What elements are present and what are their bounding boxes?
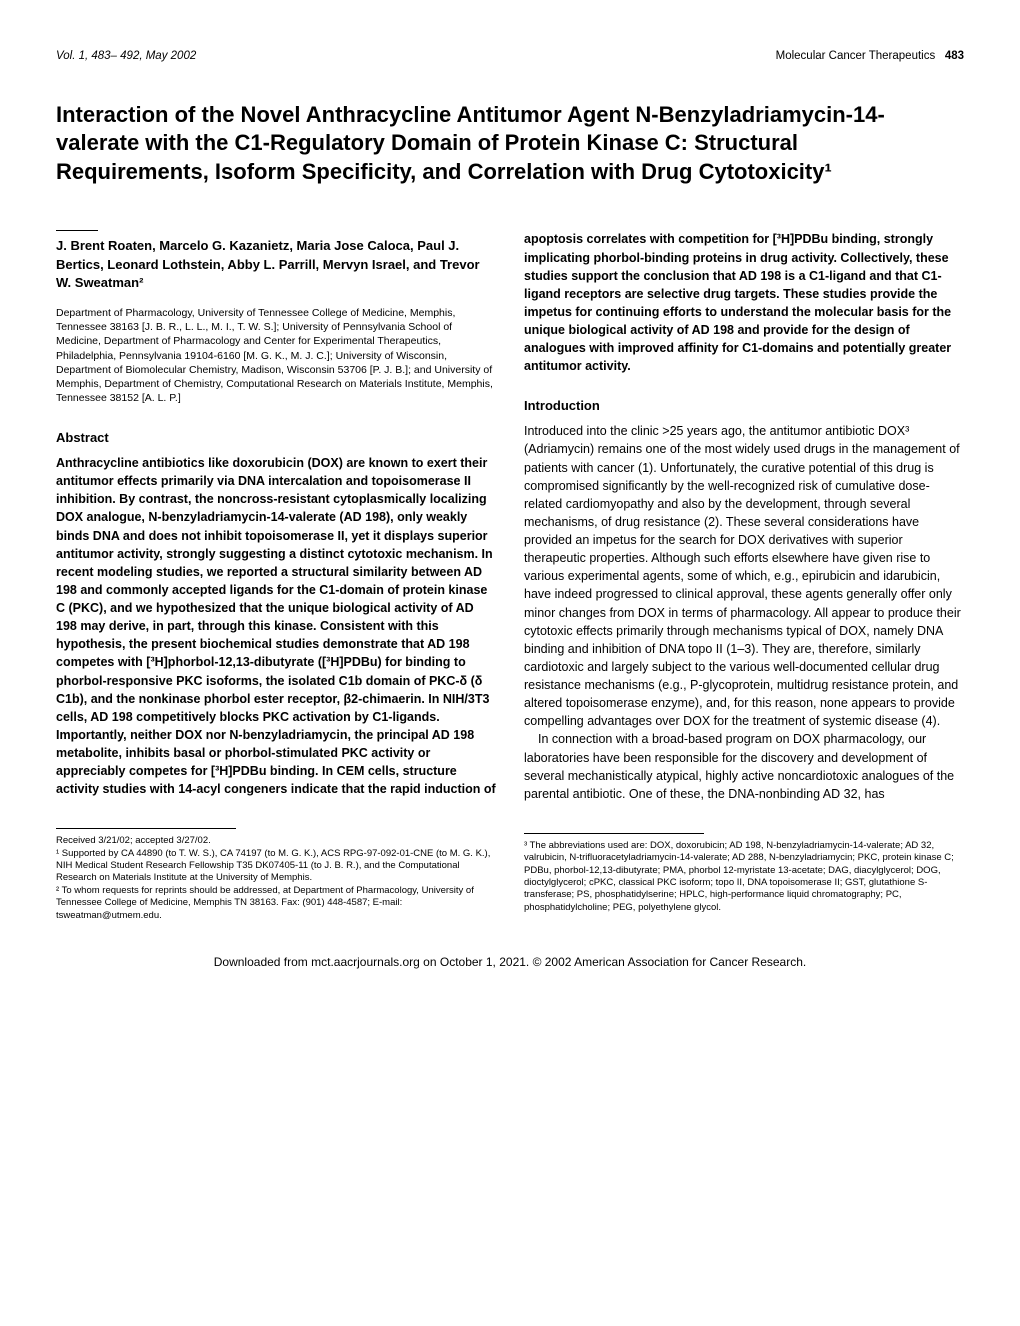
header-left: Vol. 1, 483– 492, May 2002 bbox=[56, 48, 196, 65]
footnote-2: ² To whom requests for reprints should b… bbox=[56, 885, 496, 922]
affiliations: Department of Pharmacology, University o… bbox=[56, 306, 496, 405]
left-column: J. Brent Roaten, Marcelo G. Kazanietz, M… bbox=[56, 230, 496, 921]
introduction-heading: Introduction bbox=[524, 397, 964, 416]
footnotes-left: Received 3/21/02; accepted 3/27/02. ¹ Su… bbox=[56, 835, 496, 921]
two-column-layout: J. Brent Roaten, Marcelo G. Kazanietz, M… bbox=[56, 230, 964, 921]
footnotes-right: ³ The abbreviations used are: DOX, doxor… bbox=[524, 840, 964, 914]
author-list: J. Brent Roaten, Marcelo G. Kazanietz, M… bbox=[56, 237, 496, 292]
authors-rule bbox=[56, 230, 98, 231]
abstract-heading: Abstract bbox=[56, 429, 496, 448]
footnote-rule-left bbox=[56, 828, 236, 829]
abstract-text-col2: apoptosis correlates with competition fo… bbox=[524, 230, 964, 375]
header-right: Molecular Cancer Therapeutics 483 bbox=[776, 48, 964, 65]
footnote-1: ¹ Supported by CA 44890 (to T. W. S.), C… bbox=[56, 848, 496, 885]
footnote-received: Received 3/21/02; accepted 3/27/02. bbox=[56, 835, 496, 847]
article-title: Interaction of the Novel Anthracycline A… bbox=[56, 101, 916, 187]
right-column: apoptosis correlates with competition fo… bbox=[524, 230, 964, 921]
footnote-rule-right bbox=[524, 833, 704, 834]
running-header: Vol. 1, 483– 492, May 2002 Molecular Can… bbox=[56, 48, 964, 65]
download-footer: Downloaded from mct.aacrjournals.org on … bbox=[56, 954, 964, 971]
intro-paragraph-1: Introduced into the clinic >25 years ago… bbox=[524, 422, 964, 730]
abstract-text-col1: Anthracycline antibiotics like doxorubic… bbox=[56, 454, 496, 798]
introduction-text: Introduced into the clinic >25 years ago… bbox=[524, 422, 964, 803]
journal-name: Molecular Cancer Therapeutics bbox=[776, 50, 936, 62]
footnote-3: ³ The abbreviations used are: DOX, doxor… bbox=[524, 840, 964, 914]
page-number: 483 bbox=[945, 50, 964, 62]
intro-paragraph-2: In connection with a broad-based program… bbox=[524, 730, 964, 803]
